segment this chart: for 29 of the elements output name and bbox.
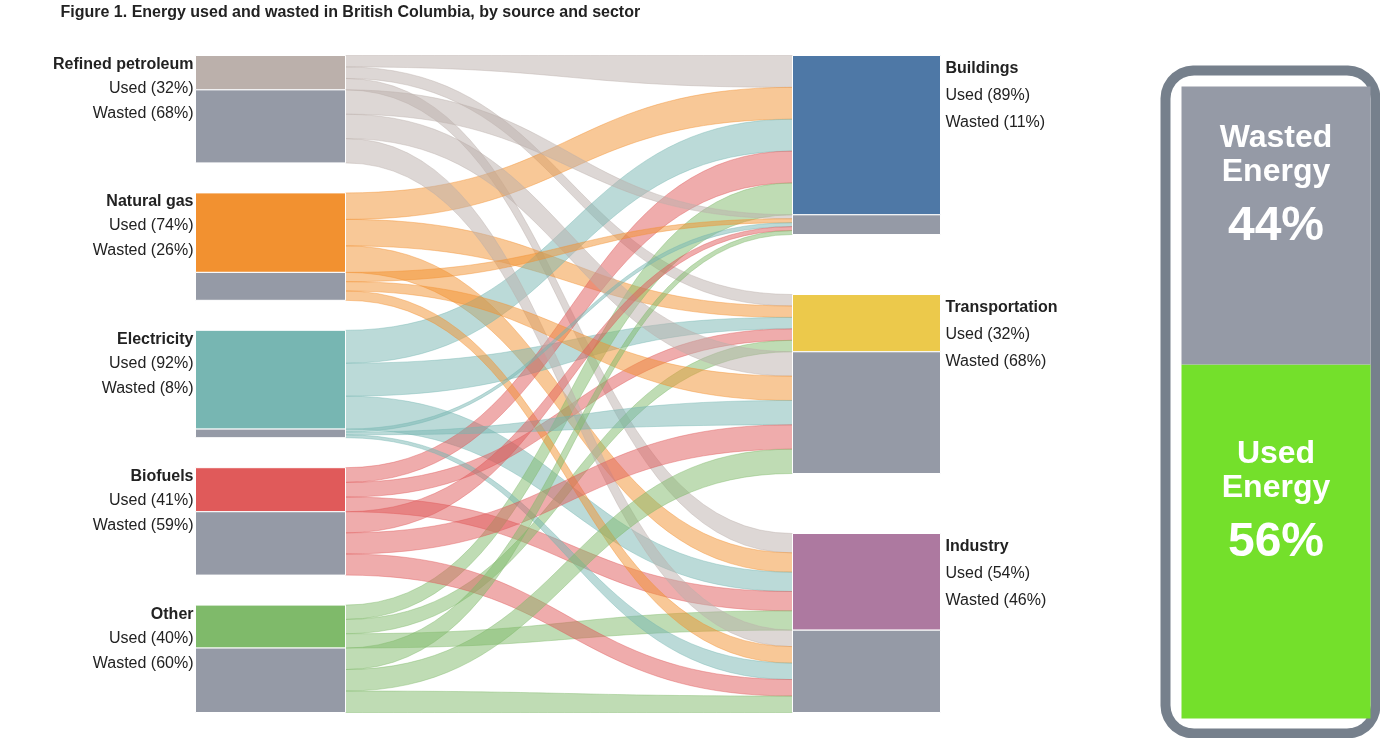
data-label: Wasted (59%) [92,516,194,534]
data-label: Used (89%) [945,86,1030,103]
data-label: 44% [1227,197,1325,251]
series-label: Wasted Energy [1219,117,1333,188]
data-label: Wasted (8%) [101,378,194,396]
data-label: Wasted (68%) [945,352,1047,369]
data-label: Used (54%) [945,564,1030,581]
category-label: Electricity [117,329,194,347]
category-label: Biofuels [130,467,194,485]
data-label: Wasted (26%) [92,241,194,259]
category-label: Natural gas [106,192,194,210]
data-label: Used (74%) [109,216,194,234]
category-label: Refined petroleum [53,55,194,72]
data-label: Used (40%) [109,628,194,646]
data-label: Used (32%) [945,325,1030,342]
series-label: Used Energy [1221,433,1331,504]
text: Figure 1. Energy used and wasted in British Columbia, by source and sector [60,2,641,20]
data-label: Used (92%) [109,353,194,371]
data-label: 56% [1227,513,1325,567]
data-label: Wasted (60%) [92,653,194,671]
data-label: Wasted (68%) [92,104,194,121]
category-label: Buildings [945,59,1019,76]
data-label: Used (41%) [109,491,194,509]
data-label: Wasted (46%) [945,591,1047,608]
category-label: Other [150,604,194,622]
data-label: Wasted (11%) [945,113,1046,130]
category-label: Industry [945,537,1009,554]
category-label: Transportation [945,298,1058,315]
data-label: Used (32%) [109,79,194,96]
